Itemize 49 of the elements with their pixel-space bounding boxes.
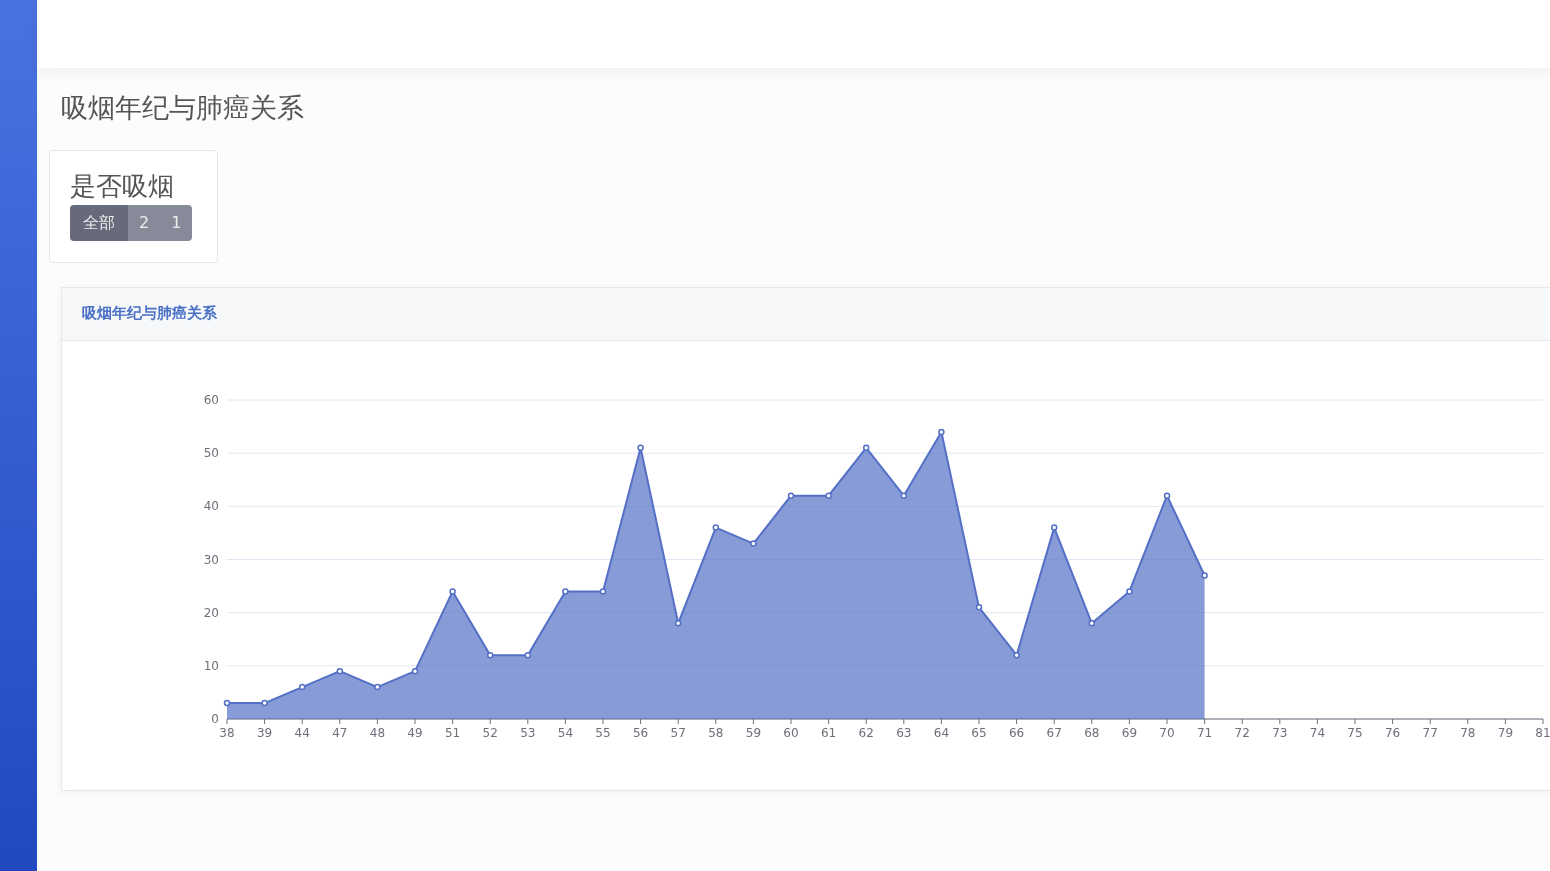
x-tick-label: 79 [1497, 726, 1514, 740]
x-tick-label: 81 [1535, 726, 1550, 740]
text: 是否吸烟 [70, 170, 174, 203]
x-tick-label: 38 [219, 726, 235, 740]
x-tick-label: 44 [294, 726, 310, 740]
x-tick-label: 68 [1084, 726, 1100, 740]
x-tick-label: 74 [1309, 726, 1326, 740]
x-tick-label: 69 [1121, 726, 1138, 740]
y-tick-label: 60 [203, 393, 219, 407]
x-tick-label: 53 [520, 726, 536, 740]
x-tick-label: 62 [858, 726, 874, 740]
x-tick-label: 59 [745, 726, 762, 740]
x-tick-label: 75 [1347, 726, 1363, 740]
x-tick-label: 71 [1196, 726, 1213, 740]
x-tick-label: 51 [444, 726, 461, 740]
x-tick-label: 67 [1046, 726, 1062, 740]
x-tick-label: 56 [632, 726, 649, 740]
x-tick-label: 48 [369, 726, 386, 740]
x-tick-label: 77 [1422, 726, 1438, 740]
x-tick-label: 73 [1272, 726, 1288, 740]
y-tick-label: 0 [211, 712, 219, 726]
chart-title: 吸烟年纪与肺癌关系 [82, 304, 217, 323]
x-tick-label: 55 [595, 726, 611, 740]
text: 1 [160, 205, 193, 241]
x-tick-label: 66 [1008, 726, 1025, 740]
text: 吸烟年纪与肺癌关系 [61, 91, 304, 125]
y-tick-label: 20 [203, 605, 219, 620]
x-tick-label: 54 [557, 726, 574, 740]
text: 2 [128, 205, 161, 241]
y-tick-label: 40 [203, 499, 219, 514]
x-tick-label: 63 [896, 726, 912, 740]
x-tick-label: 57 [670, 726, 686, 740]
x-tick-label: 47 [332, 726, 348, 740]
x-tick-label: 72 [1234, 726, 1250, 740]
x-tick-label: 52 [482, 726, 498, 740]
x-tick-label: 70 [1159, 726, 1175, 740]
x-tick-label: 65 [971, 726, 987, 740]
x-tick-label: 61 [820, 726, 837, 740]
x-tick-label: 49 [407, 726, 423, 740]
y-tick-label: 30 [203, 552, 219, 567]
x-tick-label: 76 [1384, 726, 1401, 740]
x-tick-label: 60 [783, 726, 799, 740]
x-tick-label: 39 [256, 726, 273, 740]
y-tick-label: 50 [203, 446, 219, 461]
text: 全部 [70, 205, 128, 241]
x-tick-label: 58 [708, 726, 724, 740]
x-tick-label: 78 [1460, 726, 1476, 740]
x-tick-label: 64 [933, 726, 950, 740]
y-tick-label: 10 [203, 658, 219, 673]
